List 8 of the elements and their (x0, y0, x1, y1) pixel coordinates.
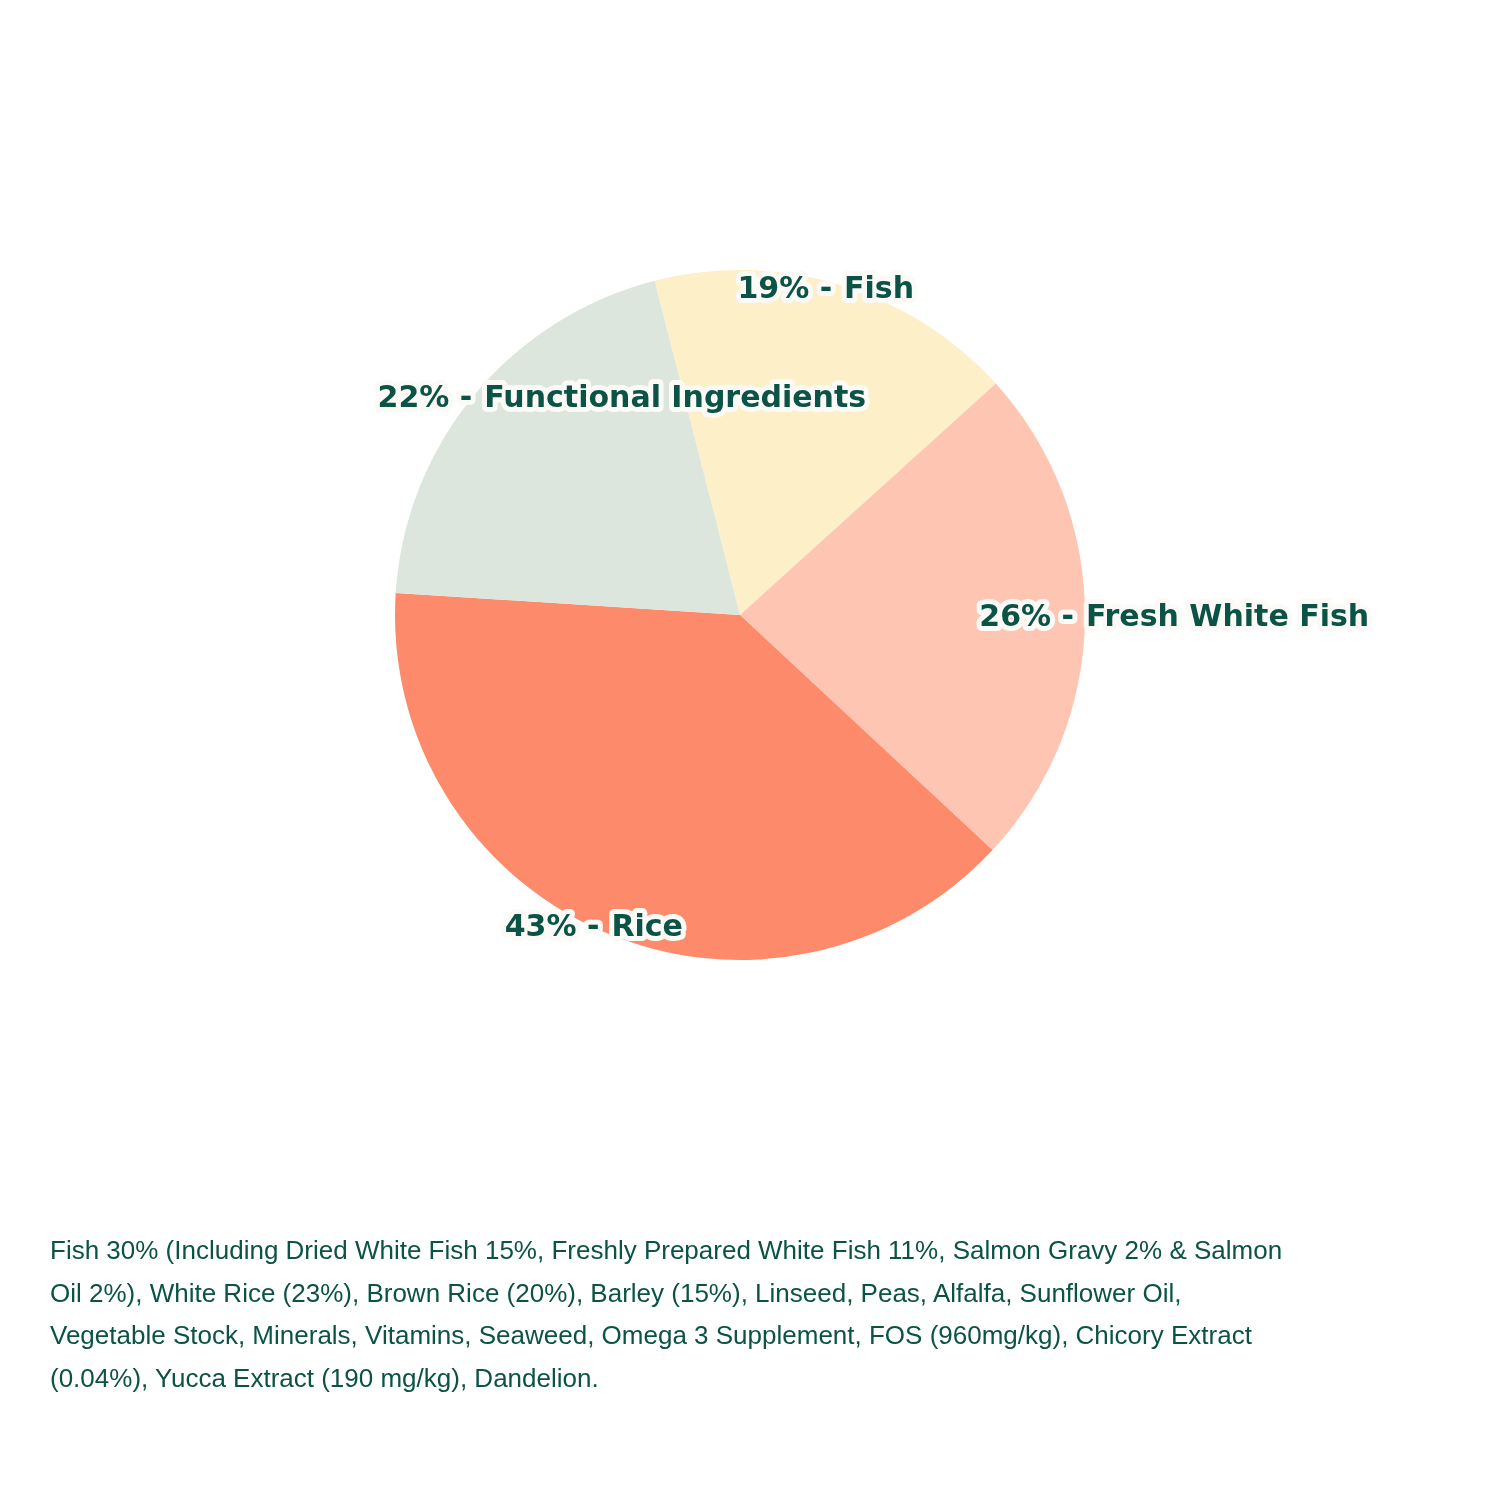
slice-label: Fish (844, 270, 915, 306)
text: Fish 30% (Including Dried White Fish 15%, Freshly Prepared White Fish 11%, Salmon Gravy 2% & Salmon Oil 2%), White Rice (23%), Brown Rice (20%), Barley (15%), Linseed, Peas, Alfalfa, Sunflower Oil, Vegetable Stock, Minerals, Vitamins, Seaweed, Omega 3 Supplement, FOS (960mg/kg), Chicory Extract (0.04%), Yucca Extract (190 mg/kg), Dandelion. (50, 1235, 1283, 1393)
slice-label: Rice (611, 908, 683, 944)
data-label: 19% - (737, 270, 833, 306)
data-label: 26% - (979, 598, 1074, 634)
slice-label: Fresh White Fish (1085, 598, 1370, 634)
slice-label: Functional Ingredients (484, 378, 867, 414)
data-label: 22% - (377, 378, 473, 414)
